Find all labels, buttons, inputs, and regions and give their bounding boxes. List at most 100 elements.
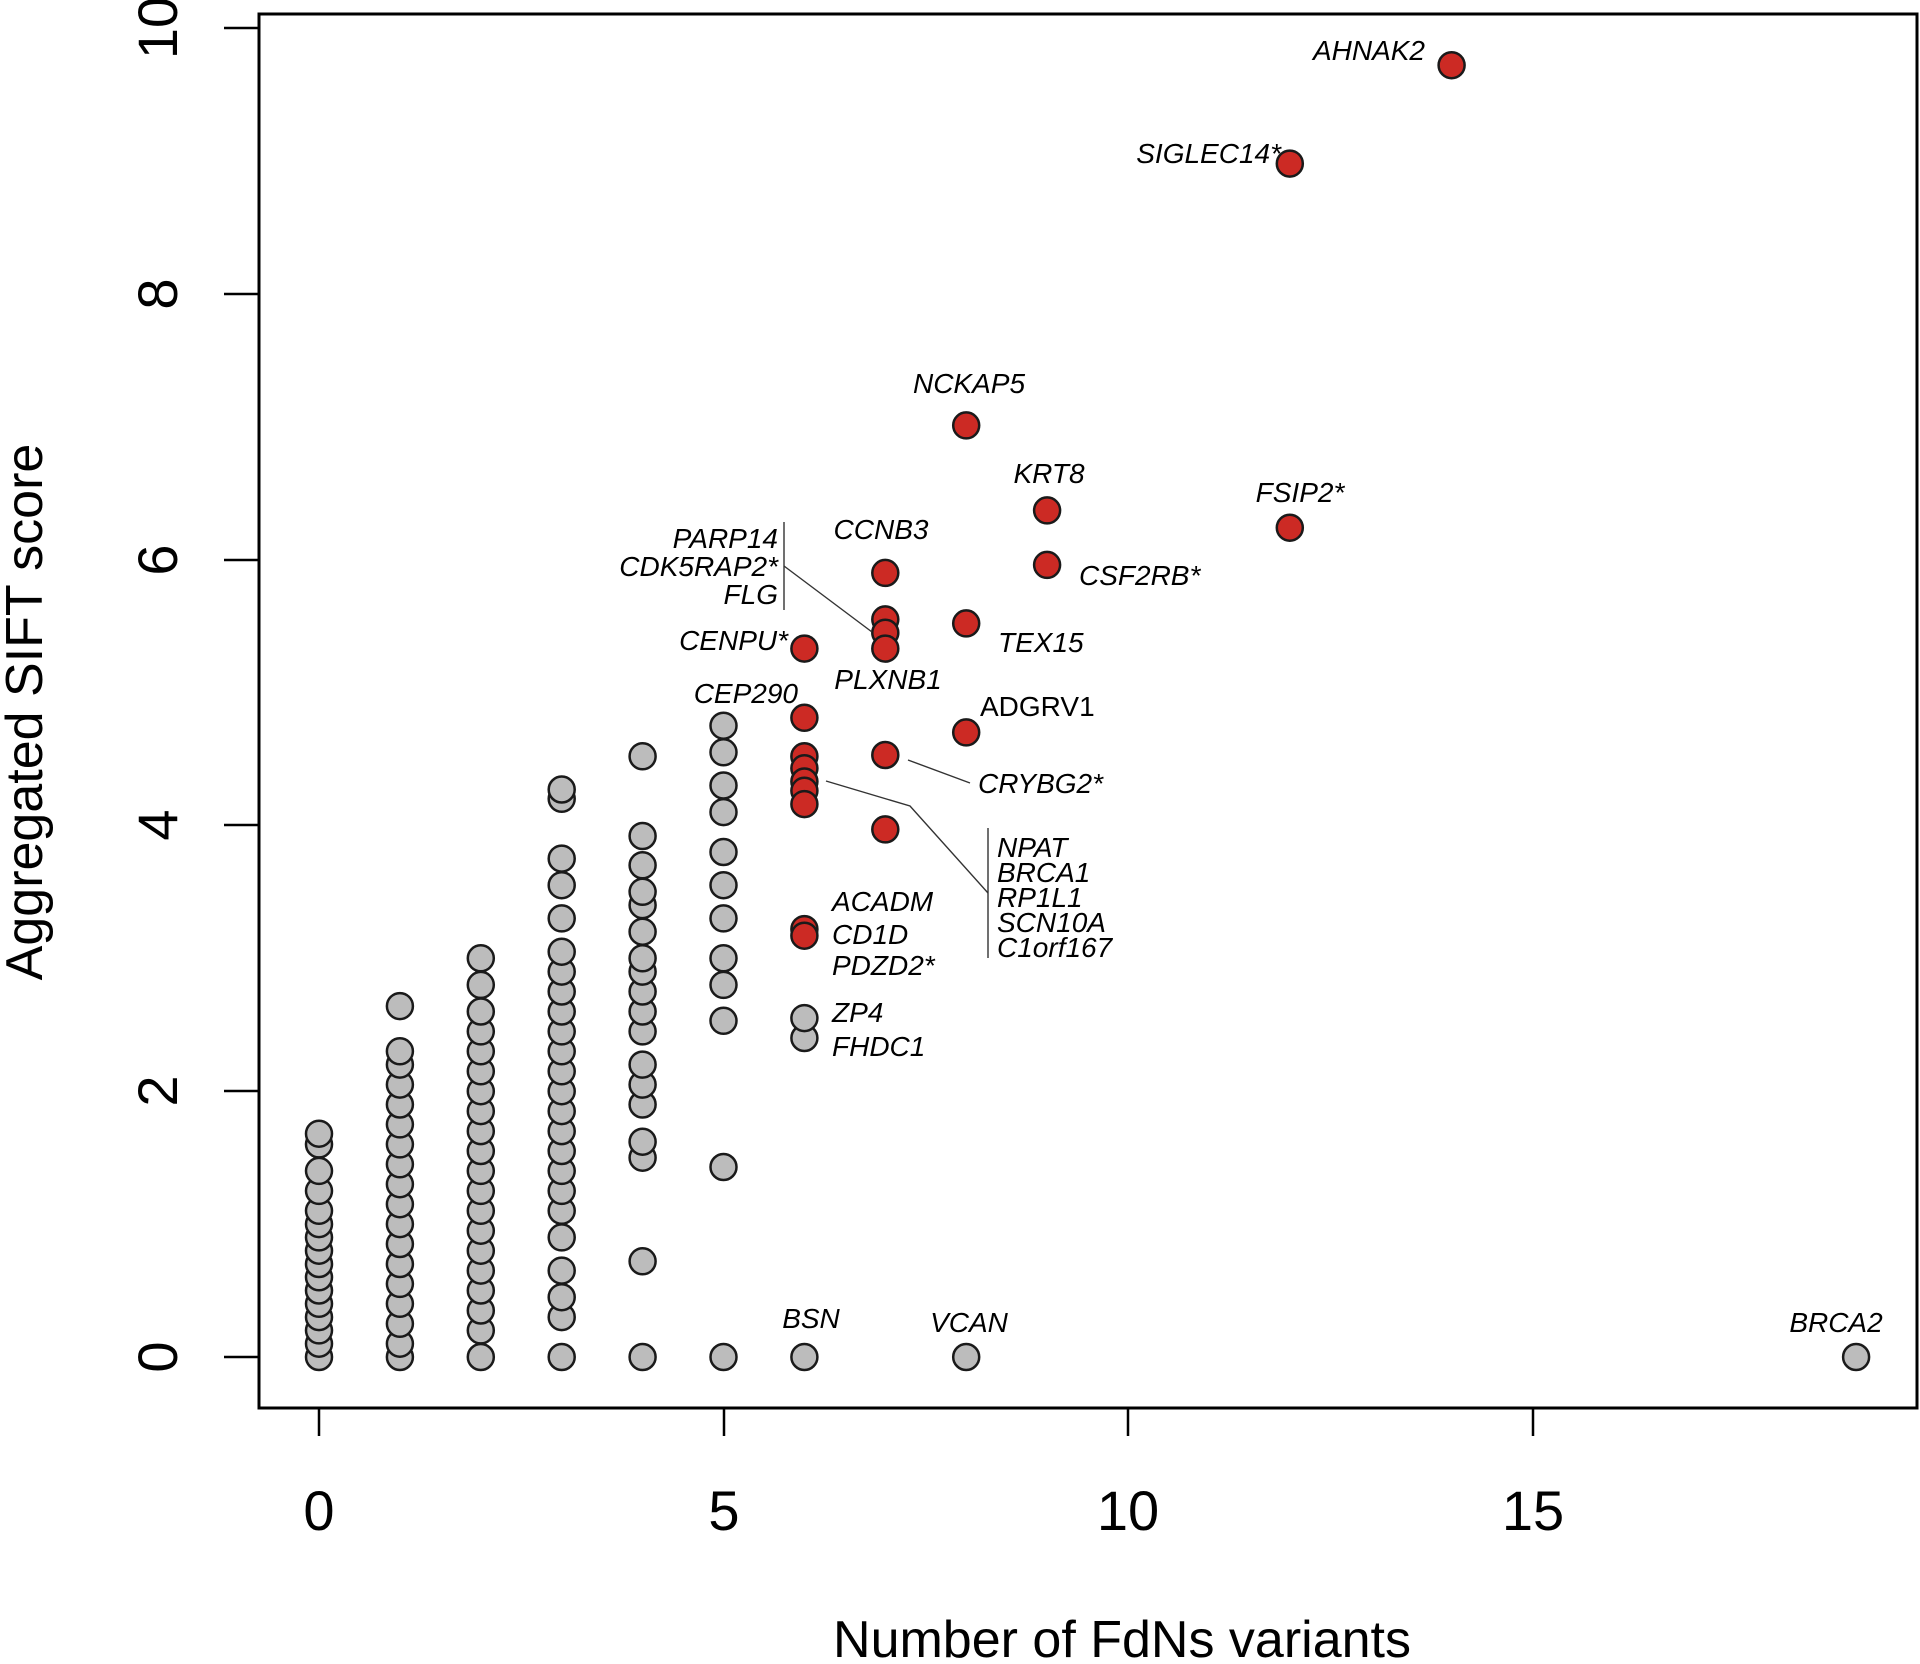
data-point	[385, 991, 415, 1021]
leader-lines	[783, 522, 989, 958]
gene-label: CD1D	[832, 919, 908, 950]
data-point	[547, 1256, 576, 1285]
gene-label: PARP14	[673, 523, 778, 554]
gene-label: VCAN	[930, 1307, 1009, 1338]
data-point	[547, 904, 576, 933]
data-point	[628, 1050, 657, 1079]
gene-labels: AHNAK2 SIGLEC14* NCKAP5 KRT8 FSIP2* CCNB…	[619, 35, 1883, 1338]
data-point	[709, 1342, 738, 1372]
data-point	[709, 771, 738, 800]
gene-label: BRCA2	[1789, 1307, 1883, 1338]
data-point	[628, 944, 657, 973]
data-point	[951, 609, 981, 638]
gene-label: CENPU*	[679, 625, 789, 656]
data-point	[951, 411, 981, 440]
data-point	[547, 870, 576, 900]
data-point	[871, 740, 900, 770]
gene-label: C1orf167	[997, 932, 1114, 963]
gene-label: BSN	[782, 1303, 840, 1334]
data-point	[709, 797, 738, 827]
data-point	[1841, 1342, 1871, 1372]
data-point	[628, 1247, 657, 1276]
leader-line	[825, 780, 989, 894]
data-point	[628, 917, 657, 946]
y-tick-label: 0	[126, 1341, 189, 1372]
data-point	[709, 837, 738, 867]
gene-label: FHDC1	[832, 1031, 925, 1062]
gene-label: CEP290	[694, 678, 799, 709]
gene-label: ADGRV1	[980, 691, 1095, 722]
data-point	[304, 1119, 334, 1148]
data-point	[709, 1006, 738, 1036]
gene-label: NPAT	[997, 832, 1069, 863]
gene-label: SCN10A	[997, 907, 1106, 938]
data-point	[628, 851, 657, 880]
y-tick-label: 4	[126, 809, 189, 840]
data-point	[709, 944, 738, 973]
data-point	[709, 1152, 738, 1182]
data-point	[466, 970, 496, 1000]
data-point	[385, 1037, 415, 1066]
x-tick-label: 10	[1097, 1479, 1159, 1542]
x-tick-label: 0	[303, 1479, 334, 1542]
data-point	[871, 634, 900, 663]
gene-label: CDK5RAP2*	[619, 551, 779, 582]
leader-line	[783, 565, 873, 633]
data-point	[871, 558, 900, 588]
x-tick-label: 5	[708, 1479, 739, 1542]
data-point	[1275, 513, 1305, 542]
x-axis: 0 5 10 15	[303, 1406, 1564, 1542]
y-tick-label: 8	[126, 278, 189, 309]
data-point	[790, 1342, 819, 1372]
data-point	[951, 718, 981, 747]
data-point	[466, 1342, 496, 1372]
gene-label: PLXNB1	[834, 664, 941, 695]
gene-label: CRYBG2*	[978, 768, 1104, 799]
y-axis: 0 2 4 6 8 10	[126, 0, 261, 1373]
gene-label: PDZD2*	[832, 950, 936, 981]
data-point	[709, 970, 738, 1000]
data-point	[547, 937, 576, 966]
data-point	[790, 703, 819, 733]
x-axis-title: Number of FdNs variants	[833, 1611, 1411, 1664]
data-point	[1032, 496, 1062, 525]
data-point	[951, 1342, 981, 1372]
gene-label: KRT8	[1013, 458, 1084, 489]
data-point	[709, 870, 738, 900]
x-tick-label: 15	[1502, 1479, 1564, 1542]
data-point	[628, 877, 657, 907]
leader-line	[907, 759, 971, 784]
data-point	[547, 844, 576, 873]
gene-label: CSF2RB*	[1079, 560, 1201, 591]
data-point	[790, 789, 819, 819]
data-point	[466, 997, 496, 1026]
data-point	[547, 1282, 576, 1312]
data-point	[628, 821, 657, 851]
data-points	[304, 50, 1871, 1372]
data-point	[628, 1127, 657, 1156]
gene-label: BRCA1	[997, 857, 1090, 888]
gene-label: SIGLEC14*	[1136, 138, 1282, 169]
data-point	[466, 944, 496, 973]
data-point	[547, 1342, 576, 1372]
data-point	[1437, 50, 1466, 80]
data-point	[304, 1156, 334, 1186]
data-point	[547, 775, 576, 804]
gene-label: FLG	[724, 579, 778, 610]
data-point	[790, 921, 819, 950]
gene-label: ACADM	[830, 886, 934, 917]
data-point	[628, 1342, 657, 1372]
data-point	[628, 742, 657, 771]
data-point	[790, 1003, 819, 1033]
gene-label: ZP4	[831, 997, 883, 1028]
data-point	[1032, 550, 1062, 580]
gene-label: CCNB3	[834, 514, 929, 545]
gene-label: NCKAP5	[913, 368, 1025, 399]
data-point	[547, 1223, 576, 1252]
y-axis-title: Aggregated SIFT score	[0, 444, 54, 981]
gene-label: TEX15	[998, 627, 1084, 658]
gene-label: FSIP2*	[1256, 477, 1346, 508]
data-point	[709, 711, 738, 740]
y-tick-label: 10	[126, 0, 189, 59]
